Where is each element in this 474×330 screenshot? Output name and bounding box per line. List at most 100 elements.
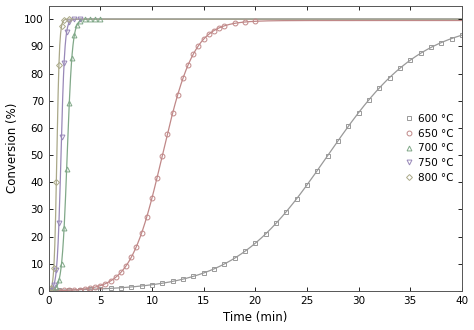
650 °C (123, 264, 129, 268)
650 °C (134, 245, 139, 248)
600 °C (170, 280, 175, 283)
650 °C (196, 44, 201, 48)
Line: 700 °C: 700 °C (46, 17, 103, 293)
600 °C (232, 256, 237, 260)
700 °C (61, 226, 67, 230)
600 °C (180, 277, 186, 281)
650 °C (72, 288, 77, 292)
600 °C (314, 169, 320, 173)
Line: 750 °C: 750 °C (46, 17, 82, 293)
800 °C (59, 24, 64, 28)
650 °C (98, 284, 103, 288)
650 °C (77, 287, 82, 291)
700 °C (48, 288, 54, 292)
700 °C (59, 262, 64, 266)
600 °C (46, 288, 52, 292)
650 °C (92, 285, 98, 289)
Y-axis label: Conversion (%): Conversion (%) (6, 103, 18, 193)
700 °C (72, 33, 77, 37)
650 °C (180, 77, 186, 81)
650 °C (118, 270, 124, 274)
650 °C (66, 288, 72, 292)
600 °C (459, 33, 465, 37)
600 °C (418, 51, 423, 55)
700 °C (69, 56, 75, 60)
650 °C (102, 282, 108, 286)
650 °C (191, 52, 196, 56)
650 °C (185, 63, 191, 67)
Line: 650 °C: 650 °C (46, 19, 258, 293)
700 °C (98, 17, 103, 21)
650 °C (82, 287, 88, 291)
750 °C (54, 268, 59, 272)
600 °C (283, 210, 289, 214)
650 °C (159, 154, 165, 158)
650 °C (61, 288, 67, 292)
600 °C (438, 41, 444, 45)
600 °C (325, 154, 330, 158)
650 °C (154, 176, 160, 180)
700 °C (92, 17, 98, 21)
650 °C (216, 26, 222, 30)
600 °C (397, 66, 403, 70)
650 °C (87, 286, 93, 290)
750 °C (72, 17, 77, 21)
750 °C (61, 61, 67, 65)
700 °C (66, 101, 72, 105)
600 °C (252, 241, 258, 245)
Legend: 600 °C, 650 °C, 700 °C, 750 °C, 800 °C: 600 °C, 650 °C, 700 °C, 750 °C, 800 °C (401, 111, 456, 186)
700 °C (74, 23, 80, 27)
600 °C (128, 285, 134, 289)
650 °C (242, 20, 248, 24)
700 °C (82, 17, 88, 21)
650 °C (108, 279, 113, 283)
600 °C (98, 287, 103, 291)
800 °C (66, 17, 72, 21)
650 °C (252, 19, 258, 23)
600 °C (191, 274, 196, 278)
800 °C (51, 266, 56, 270)
700 °C (77, 19, 82, 23)
600 °C (428, 46, 434, 50)
800 °C (54, 180, 59, 184)
650 °C (175, 93, 181, 97)
750 °C (66, 20, 72, 24)
650 °C (201, 37, 206, 41)
650 °C (144, 215, 150, 219)
750 °C (48, 287, 54, 291)
600 °C (335, 139, 341, 143)
600 °C (108, 286, 113, 290)
650 °C (56, 289, 62, 293)
X-axis label: Time (min): Time (min) (223, 312, 287, 324)
650 °C (139, 231, 145, 235)
750 °C (46, 289, 52, 293)
750 °C (64, 30, 70, 34)
600 °C (346, 124, 351, 128)
750 °C (59, 135, 64, 139)
600 °C (366, 98, 372, 102)
600 °C (221, 262, 227, 266)
600 °C (304, 183, 310, 187)
800 °C (61, 18, 67, 22)
700 °C (56, 279, 62, 282)
650 °C (113, 275, 118, 279)
700 °C (51, 287, 56, 291)
650 °C (128, 255, 134, 259)
600 °C (356, 111, 361, 115)
600 °C (159, 281, 165, 285)
700 °C (87, 17, 93, 21)
800 °C (56, 63, 62, 67)
650 °C (232, 21, 237, 25)
600 °C (201, 271, 206, 275)
600 °C (273, 221, 279, 225)
750 °C (56, 221, 62, 225)
700 °C (54, 285, 59, 289)
600 °C (139, 284, 145, 288)
600 °C (407, 58, 413, 62)
600 °C (77, 288, 82, 292)
600 °C (376, 86, 382, 90)
650 °C (51, 289, 56, 293)
600 °C (211, 267, 217, 271)
650 °C (211, 29, 217, 33)
600 °C (66, 288, 72, 292)
